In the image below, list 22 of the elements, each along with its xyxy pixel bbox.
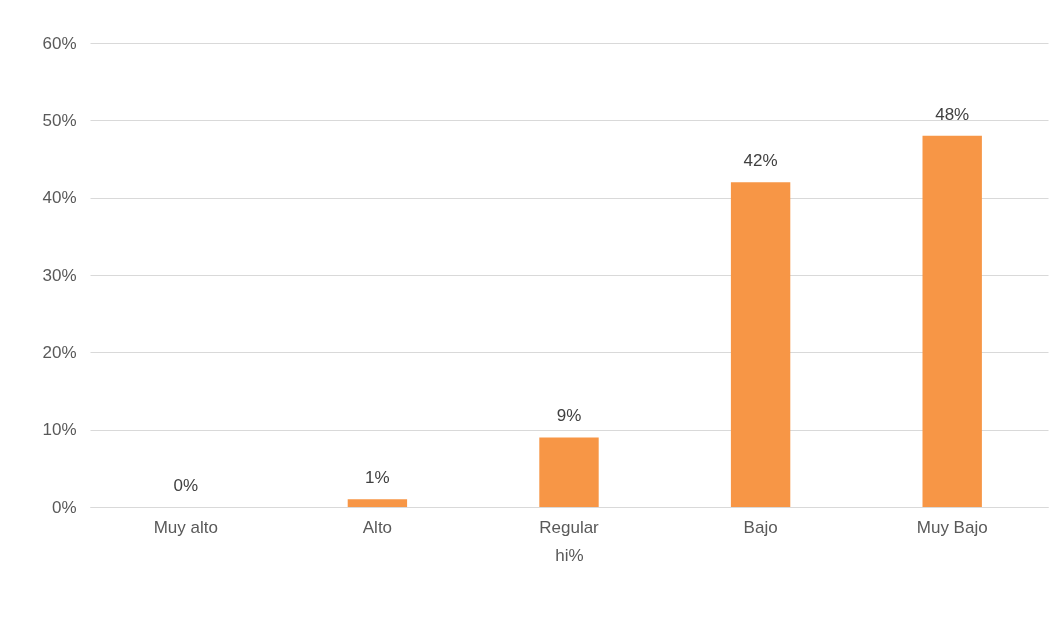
bar	[347, 499, 408, 507]
y-tick-label: 10%	[42, 420, 77, 440]
y-tick-label: 60%	[42, 33, 77, 53]
y-tick-label: 50%	[42, 110, 77, 130]
x-tick-label: Regular	[539, 517, 600, 537]
y-tick-label: 0%	[51, 497, 77, 517]
x-tick-label: Muy Bajo	[916, 517, 988, 537]
x-axis-title: hi%	[555, 545, 584, 565]
data-label: 9%	[556, 406, 582, 426]
data-label: 0%	[173, 476, 199, 495]
y-tick-label: 40%	[42, 188, 77, 208]
bar	[539, 437, 599, 507]
x-tick-label: Bajo	[743, 517, 778, 537]
x-tick-label: Muy alto	[153, 517, 218, 537]
bar	[922, 135, 982, 507]
y-tick-label: 20%	[42, 342, 77, 362]
data-label: 48%	[935, 104, 970, 124]
x-tick-label: Alto	[362, 517, 393, 537]
data-label: 42%	[743, 151, 778, 171]
data-label: 1%	[365, 468, 390, 488]
y-tick-label: 30%	[42, 265, 77, 285]
bar	[730, 182, 791, 507]
